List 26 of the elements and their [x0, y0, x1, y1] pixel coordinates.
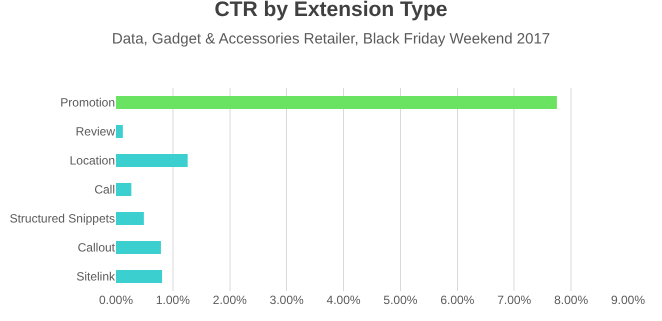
y-tick-label: Sitelink	[76, 270, 116, 284]
bar	[116, 212, 144, 226]
y-tick-label: Location	[70, 154, 115, 168]
x-tick-label: 5.00%	[383, 293, 418, 307]
y-tick-label: Structured Snippets	[10, 212, 115, 226]
x-tick-label: 7.00%	[497, 293, 532, 307]
chart-subtitle: Data, Gadget & Accessories Retailer, Black Friday Weekend 2017	[112, 30, 550, 48]
x-tick-label: 0.00%	[98, 293, 134, 307]
bar	[116, 270, 162, 284]
x-tick-label: 2.00%	[212, 293, 248, 307]
y-tick-label: Review	[76, 124, 116, 139]
y-tick-label: Call	[94, 182, 115, 197]
bar	[116, 124, 123, 138]
bar	[116, 154, 188, 168]
bar	[116, 182, 132, 196]
x-tick-label: 9.00%	[610, 293, 646, 307]
x-tick-label: 4.00%	[326, 293, 361, 307]
x-tick-label: 6.00%	[440, 293, 475, 307]
chart-title: CTR by Extension Type	[214, 0, 448, 22]
bar	[116, 96, 557, 110]
y-tick-label: Callout	[78, 240, 116, 255]
bar	[116, 240, 161, 254]
x-tick-label: 3.00%	[270, 293, 304, 307]
y-tick-label: Promotion	[60, 96, 115, 110]
x-tick-label: 8.00%	[554, 293, 588, 307]
x-tick-label: 1.00%	[156, 293, 190, 307]
